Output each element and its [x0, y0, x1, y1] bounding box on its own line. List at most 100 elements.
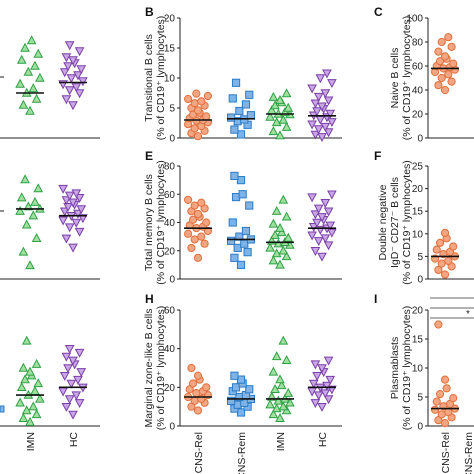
- point-mcns-rel: [188, 215, 198, 224]
- series-hc: [58, 41, 88, 111]
- point-mcns-rem: [235, 106, 244, 116]
- series-mcns-rem: [227, 371, 256, 417]
- point-hc: [58, 184, 68, 194]
- point-imn: [281, 251, 292, 261]
- point-hc: [64, 395, 75, 405]
- y-tick-label: 40: [164, 344, 176, 355]
- point-imn: [25, 260, 35, 270]
- point-hc: [317, 402, 327, 412]
- y-tick-label: 0: [169, 275, 175, 286]
- point-imn: [268, 255, 279, 265]
- point-mcns-rel: [444, 256, 453, 266]
- point-imn: [281, 121, 292, 131]
- point-imn: [275, 222, 285, 232]
- point-imn: [278, 245, 289, 255]
- point-mcns-rel: [432, 245, 441, 254]
- point-hc: [68, 356, 78, 366]
- point-mcns-rem: [230, 253, 239, 262]
- point-mcns-rem: [236, 176, 246, 185]
- point-hc: [327, 190, 337, 200]
- series-hc: [307, 356, 337, 412]
- point-imn: [283, 102, 294, 112]
- panel-left-top: [0, 35, 100, 139]
- y-tick-label: 20: [412, 184, 424, 195]
- point-imn: [30, 196, 40, 206]
- point-hc: [68, 56, 78, 66]
- y-tick-label: 20: [164, 246, 176, 257]
- point-hc: [327, 118, 337, 128]
- point-mcns-rel: [449, 394, 458, 403]
- y-axis-label: Naive B cells: [389, 48, 401, 109]
- point-mcns-rel: [434, 81, 443, 90]
- point-hc: [320, 199, 331, 208]
- series-mcns-rel: [184, 89, 212, 141]
- y-tick-label: 10: [412, 364, 424, 375]
- point-mcns-rel: [202, 112, 211, 121]
- panel-left-bot: [0, 335, 100, 427]
- point-hc: [327, 79, 337, 89]
- point-imn: [273, 238, 284, 248]
- point-hc: [73, 209, 83, 219]
- point-mcns-rem: [236, 260, 246, 269]
- point-mcns-rel: [190, 396, 199, 405]
- point-hc: [68, 101, 78, 111]
- point-hc: [66, 379, 77, 389]
- y-tick-label: 40: [164, 218, 176, 229]
- point-mcns-rel: [197, 198, 206, 207]
- point-imn: [268, 366, 279, 376]
- point-mcns-rel: [193, 371, 203, 380]
- point-hc: [64, 223, 75, 233]
- y-tick-label: 80: [164, 162, 176, 173]
- point-hc: [317, 133, 327, 143]
- point-hc: [307, 120, 317, 130]
- point-mcns-rel: [190, 201, 199, 210]
- point-imn: [275, 94, 285, 104]
- point-hc: [320, 389, 331, 399]
- point-hc: [76, 368, 87, 378]
- point-mcns-rel: [440, 270, 450, 279]
- point-mcns-rel: [192, 89, 201, 98]
- point-hc: [313, 237, 324, 247]
- point-mcns-rel: [193, 253, 203, 262]
- panel-label-c: C: [374, 5, 383, 19]
- series-mcns-rel: [184, 195, 212, 262]
- point-imn: [268, 218, 279, 228]
- point-imn: [15, 78, 25, 88]
- y-axis-label: Plasmablasts: [389, 337, 401, 399]
- point-mcns-rel: [193, 132, 203, 141]
- point-hc: [322, 69, 332, 79]
- point-mcns-rem: [230, 171, 239, 180]
- panel-label-f: F: [374, 149, 381, 163]
- point-imn: [31, 93, 42, 103]
- point-hc: [71, 189, 82, 199]
- series-mcns-rem: [227, 171, 256, 269]
- point-imn: [271, 351, 282, 361]
- y-tick-label: 5: [417, 393, 423, 404]
- point-mcns-rel: [434, 265, 443, 275]
- point-mcns-rel: [434, 47, 443, 56]
- point-mcns-rel: [197, 97, 206, 106]
- point-imn: [28, 210, 39, 220]
- point-mcns-rem: [243, 248, 252, 257]
- point-hc: [68, 198, 78, 208]
- significance-star: *: [466, 309, 470, 320]
- y-tick-label: 0: [169, 422, 175, 433]
- point-hc: [320, 234, 331, 244]
- point-mcns-rel: [440, 419, 450, 428]
- point-imn: [265, 242, 275, 252]
- y-tick-label: 5: [417, 252, 423, 263]
- point-mcns-rel: [444, 70, 453, 79]
- point-mcns-rel: [192, 389, 201, 398]
- point-mcns-rel: [437, 37, 446, 47]
- panel-label-b: B: [145, 5, 154, 19]
- point-imn: [15, 397, 25, 407]
- point-imn: [265, 399, 275, 409]
- y-tick-label: 15: [412, 335, 424, 346]
- point-mcns-rem: [227, 113, 236, 122]
- point-imn: [33, 183, 44, 193]
- point-hc: [74, 399, 85, 409]
- point-hc: [61, 234, 72, 244]
- point-hc: [323, 395, 334, 405]
- point-hc: [315, 115, 326, 125]
- point-imn: [268, 91, 279, 101]
